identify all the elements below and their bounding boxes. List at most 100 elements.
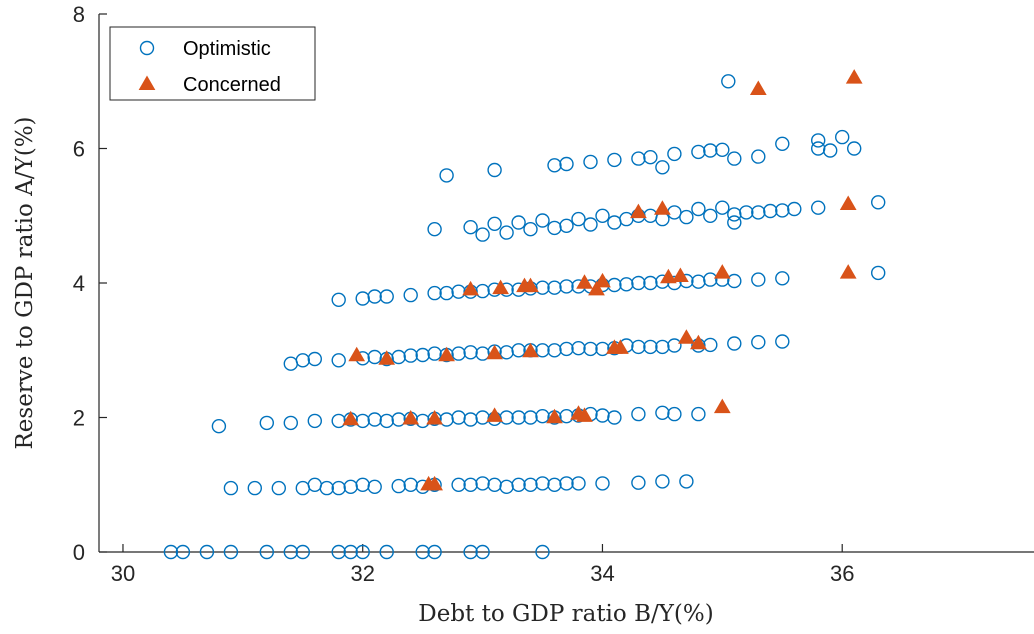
data-point-optimistic (487, 216, 502, 232)
data-point-optimistic (703, 208, 718, 224)
data-point-optimistic (295, 353, 310, 368)
data-point-optimistic (475, 544, 490, 560)
data-point-optimistic (259, 415, 274, 431)
data-point-concerned (839, 195, 857, 210)
data-point-optimistic (499, 410, 514, 425)
data-point-optimistic (463, 544, 478, 560)
data-point-optimistic (607, 277, 622, 293)
data-point-optimistic (535, 213, 550, 228)
data-point-optimistic (415, 347, 430, 363)
data-point-optimistic (427, 346, 442, 361)
data-point-optimistic (439, 285, 454, 301)
data-point-concerned (576, 274, 593, 289)
data-point-concerned (522, 342, 539, 358)
data-point-optimistic (403, 477, 418, 492)
data-point-optimistic (559, 279, 574, 294)
data-point-optimistic (415, 544, 430, 560)
data-point-optimistic (475, 410, 490, 425)
data-point-optimistic (763, 203, 778, 219)
data-point-optimistic (403, 348, 418, 363)
data-point-optimistic (811, 133, 826, 148)
data-point-concerned (486, 407, 503, 422)
data-point-optimistic (583, 341, 598, 357)
data-point-concerned (588, 280, 605, 296)
data-point-optimistic (751, 205, 766, 220)
data-point-optimistic (523, 221, 538, 237)
data-point-optimistic (463, 345, 478, 360)
data-point-optimistic (475, 227, 490, 242)
data-point-concerned (486, 344, 503, 360)
data-point-optimistic (343, 544, 358, 560)
data-point-optimistic (547, 220, 562, 236)
data-point-optimistic (655, 160, 670, 175)
data-point-optimistic (463, 412, 478, 427)
data-point-optimistic (259, 544, 274, 560)
data-point-optimistic (523, 410, 538, 425)
data-point-optimistic (721, 74, 736, 89)
data-point-optimistic (583, 154, 598, 170)
data-point-concerned (348, 346, 366, 362)
data-point-optimistic (703, 337, 718, 353)
data-point-concerned (426, 409, 443, 425)
data-point-concerned (492, 279, 509, 295)
data-point-optimistic (547, 477, 562, 492)
data-point-optimistic (691, 406, 706, 422)
data-point-optimistic (331, 544, 346, 560)
data-point-optimistic (523, 477, 538, 492)
data-point-optimistic (487, 477, 502, 492)
data-point-optimistic (295, 480, 310, 496)
data-point-optimistic (379, 289, 394, 304)
data-point-optimistic (607, 215, 622, 230)
data-point-optimistic (547, 158, 562, 173)
data-point-optimistic (667, 146, 682, 162)
x-ticks: 30 32 34 36 (111, 544, 854, 586)
data-point-optimistic (715, 142, 730, 158)
data-point-optimistic (607, 152, 622, 168)
data-point-concerned (438, 346, 455, 362)
plot-area: 30 32 34 36 0 2 4 6 8 (73, 2, 1034, 586)
x-tick-label: 36 (830, 561, 854, 586)
data-point-optimistic (595, 408, 610, 423)
y-tick-label: 2 (73, 406, 85, 431)
data-point-optimistic (631, 151, 646, 166)
data-point-optimistic (631, 475, 646, 490)
data-point-optimistic (403, 287, 418, 303)
data-point-optimistic (511, 410, 526, 425)
data-point-optimistic (811, 200, 826, 215)
legend-label-concerned: Concerned (183, 74, 281, 96)
data-point-optimistic (631, 275, 646, 291)
data-point-optimistic (835, 129, 850, 145)
data-point-optimistic (571, 476, 586, 491)
data-point-optimistic (571, 341, 586, 356)
data-point-optimistic (355, 291, 370, 306)
data-point-optimistic (535, 476, 550, 491)
data-point-optimistic (703, 272, 718, 287)
data-point-optimistic (751, 149, 766, 164)
data-point-concerned (690, 334, 707, 350)
data-point-optimistic (355, 477, 370, 492)
data-point-optimistic (595, 208, 610, 224)
data-point-optimistic (391, 349, 406, 365)
data-point-optimistic (643, 275, 658, 291)
data-point-optimistic (631, 339, 646, 355)
data-point-optimistic (751, 335, 766, 350)
data-point-concerned (522, 277, 539, 293)
data-point-optimistic (247, 480, 263, 496)
y-ticks: 0 2 4 6 8 (73, 2, 107, 565)
data-point-optimistic (619, 277, 634, 292)
data-point-optimistic (691, 274, 706, 289)
data-point-optimistic (787, 201, 802, 217)
data-point-optimistic (643, 339, 658, 355)
data-point-optimistic (475, 283, 490, 299)
data-point-optimistic (679, 209, 694, 225)
data-point-concerned (402, 409, 420, 425)
data-point-optimistic (559, 156, 574, 172)
data-point-optimistic (223, 480, 239, 496)
data-point-optimistic (283, 544, 298, 560)
data-point-optimistic (691, 201, 706, 217)
data-point-optimistic (631, 406, 646, 422)
data-point-optimistic (379, 413, 394, 429)
data-point-optimistic (427, 285, 442, 301)
data-point-optimistic (703, 143, 718, 158)
